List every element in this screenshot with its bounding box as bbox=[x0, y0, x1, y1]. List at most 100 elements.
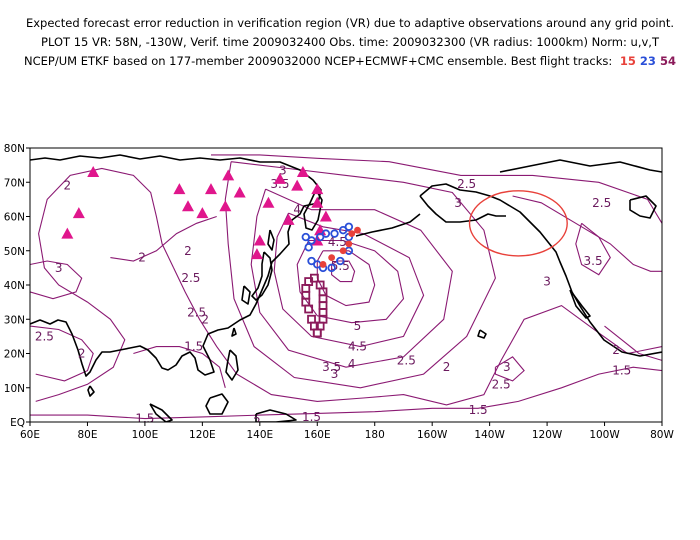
contour-label: 1.5 bbox=[612, 364, 631, 378]
observation-triangle bbox=[87, 165, 100, 177]
coast-hudson bbox=[629, 195, 657, 219]
contour-label: 2.5 bbox=[35, 329, 54, 343]
contour-label: 2 bbox=[78, 347, 86, 361]
contour-line bbox=[575, 222, 611, 276]
observation-triangle bbox=[273, 172, 286, 184]
contour-label: 2 bbox=[138, 251, 146, 265]
observation-triangle bbox=[253, 234, 266, 246]
track-54-marker bbox=[315, 280, 325, 290]
observation-triangle bbox=[196, 207, 209, 219]
track-23-marker bbox=[307, 256, 316, 266]
observation-triangle bbox=[291, 179, 304, 191]
x-tick-label: 120E bbox=[189, 429, 216, 441]
track-15-marker bbox=[339, 247, 347, 255]
track-23-marker bbox=[304, 243, 313, 252]
observation-triangle bbox=[296, 165, 309, 177]
contour-label: 2 bbox=[184, 244, 192, 258]
observation-triangle bbox=[219, 200, 232, 212]
coast-alaska-peninsula bbox=[419, 195, 506, 223]
track-54-marker bbox=[304, 304, 314, 314]
contour-line bbox=[30, 260, 83, 300]
track-23-marker bbox=[327, 263, 336, 273]
observation-triangle bbox=[282, 213, 295, 225]
y-tick-label: 40N bbox=[4, 280, 25, 292]
contour-layer bbox=[30, 154, 662, 420]
title-line-1: Expected forecast error reduction in ver… bbox=[25, 16, 675, 30]
contour-line bbox=[224, 161, 496, 389]
track-number-15: 15 bbox=[619, 54, 636, 68]
track-15-marker bbox=[328, 254, 336, 261]
coast-aleutians bbox=[355, 213, 421, 237]
observation-triangle bbox=[311, 196, 324, 208]
title-line-2: PLOT 15 VR: 58N, -130W, Verif. time 2009… bbox=[41, 35, 659, 49]
contour-line bbox=[512, 195, 662, 272]
observation-triangle bbox=[250, 248, 263, 260]
contour-label: 5 bbox=[354, 319, 362, 333]
track-number-23: 23 bbox=[639, 54, 656, 68]
y-tick-label: 60N bbox=[4, 212, 25, 224]
contour-label: 1.5 bbox=[469, 403, 488, 417]
y-tick-label: 80N bbox=[4, 143, 25, 155]
track-15-marker bbox=[354, 226, 361, 234]
contour-line bbox=[211, 154, 662, 224]
coast-borneo bbox=[205, 393, 229, 415]
contour-label: 1.5 bbox=[135, 412, 154, 426]
coast-sakhalin bbox=[267, 229, 275, 251]
contour-line bbox=[604, 325, 662, 361]
x-tick-label: 160W bbox=[417, 429, 448, 441]
observation-triangle bbox=[182, 200, 194, 212]
contour-label: 2 bbox=[612, 343, 620, 357]
contour-label: 3.5 bbox=[584, 254, 603, 268]
x-tick-label: 80E bbox=[77, 429, 97, 441]
coast-kamchatka bbox=[303, 189, 323, 231]
observation-triangle bbox=[262, 196, 275, 208]
contour-line bbox=[316, 250, 376, 307]
track-15-marker bbox=[348, 230, 356, 238]
track-23-marker bbox=[315, 232, 325, 242]
track-23-marker bbox=[301, 232, 310, 242]
x-tick-label: 140W bbox=[474, 429, 505, 441]
observation-triangle bbox=[173, 183, 186, 195]
coast-baja bbox=[569, 289, 591, 319]
observation-triangle bbox=[72, 207, 85, 219]
coast-alaska bbox=[419, 183, 662, 357]
track-23-marker bbox=[338, 225, 348, 235]
coast-japan bbox=[251, 251, 273, 301]
x-tick-label: 60E bbox=[20, 429, 40, 441]
contour-label: 2.5 bbox=[397, 353, 416, 367]
contour-line bbox=[494, 356, 525, 382]
coast-hawaii bbox=[477, 329, 487, 339]
contour-line bbox=[133, 346, 226, 388]
y-tick-label: 70N bbox=[4, 177, 25, 189]
contour-label: 2.5 bbox=[492, 377, 511, 391]
contour-label: 4 bbox=[293, 203, 301, 217]
contour-label: 4.5 bbox=[348, 340, 367, 354]
coast-arctic-na bbox=[499, 159, 662, 173]
coast-sumatra bbox=[149, 403, 173, 422]
contour-label: 3 bbox=[543, 275, 551, 289]
contour-label: 3 bbox=[454, 196, 462, 210]
contour-line bbox=[296, 239, 405, 324]
contour-label: 2 bbox=[201, 312, 209, 326]
axis-ticks: 60E 80E 100E 120E 140E 160E 180 160W 140W 120W 100… bbox=[4, 143, 675, 441]
contour-label: 1.5 bbox=[302, 410, 321, 424]
track-23-marker bbox=[321, 229, 331, 238]
x-tick-label: 120W bbox=[532, 429, 563, 441]
x-tick-label: 100W bbox=[589, 429, 620, 441]
x-tick-label: 180 bbox=[365, 429, 385, 441]
contour-line bbox=[30, 325, 94, 382]
contour-label: 4.5 bbox=[328, 235, 347, 249]
observation-triangle bbox=[204, 183, 217, 195]
contour-line bbox=[35, 167, 175, 402]
coast-taiwan bbox=[231, 327, 237, 337]
map-background bbox=[30, 148, 662, 422]
track-number-54: 54 bbox=[659, 54, 676, 68]
title-line-3-wrapper: NCEP/UM ETKF based on 177-member 2009032… bbox=[0, 52, 700, 71]
x-tick-label: 140E bbox=[246, 429, 273, 441]
y-tick-label: 50N bbox=[4, 246, 25, 258]
title-block: Expected forecast error reduction in ver… bbox=[0, 14, 700, 71]
contour-label: 3 bbox=[279, 163, 287, 177]
contour-label: 3.5 bbox=[322, 360, 341, 374]
